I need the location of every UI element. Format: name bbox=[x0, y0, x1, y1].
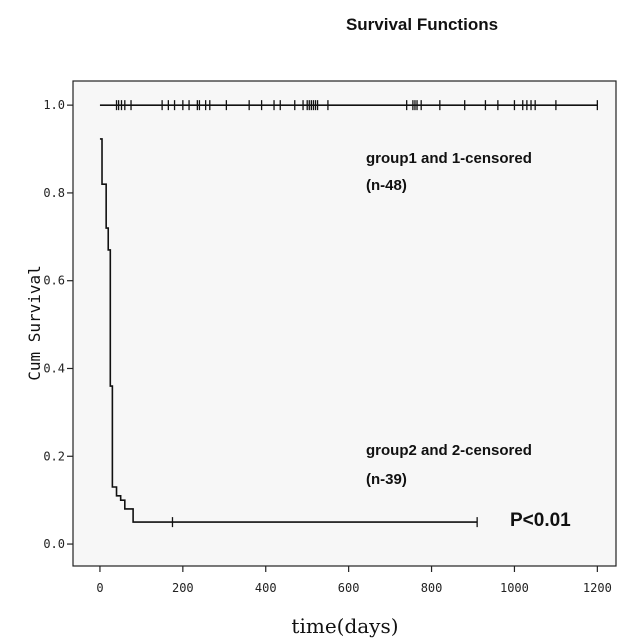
y-tick-label: 0.0 bbox=[43, 537, 65, 551]
y-tick-label: 0.4 bbox=[43, 361, 65, 375]
x-tick-label: 1000 bbox=[500, 581, 529, 595]
x-tick-label: 800 bbox=[421, 581, 443, 595]
x-axis-label: time(days) bbox=[291, 614, 398, 638]
chart-title: Survival Functions bbox=[346, 15, 498, 34]
group1-annotation-line2: (n-48) bbox=[366, 177, 407, 194]
survival-curves bbox=[99, 100, 598, 528]
x-tick-label: 200 bbox=[172, 581, 194, 595]
y-tick-label: 1.0 bbox=[43, 98, 65, 112]
x-tick-label: 1200 bbox=[583, 581, 612, 595]
plot-area bbox=[72, 80, 617, 567]
x-tick-label: 400 bbox=[255, 581, 277, 595]
x-tick-label: 600 bbox=[338, 581, 360, 595]
y-tick-label: 0.8 bbox=[43, 186, 65, 200]
group2-annotation-line1: group2 and 2-censored bbox=[366, 442, 532, 459]
p-value-label: P<0.01 bbox=[510, 510, 571, 531]
y-axis: 0.0 0.2 0.4 0.6 0.8 1.0 bbox=[43, 98, 73, 551]
group2-annotation-line2: (n-39) bbox=[366, 471, 407, 488]
x-axis: 0 200 400 600 800 1000 1200 bbox=[96, 566, 612, 595]
group2-survival-curve bbox=[99, 138, 478, 523]
y-axis-label: Cum Survival bbox=[25, 265, 44, 381]
group1-annotation-line1: group1 and 1-censored bbox=[366, 150, 532, 167]
y-tick-label: 0.6 bbox=[43, 274, 65, 288]
x-tick-label: 0 bbox=[96, 581, 103, 595]
y-tick-label: 0.2 bbox=[43, 449, 65, 463]
